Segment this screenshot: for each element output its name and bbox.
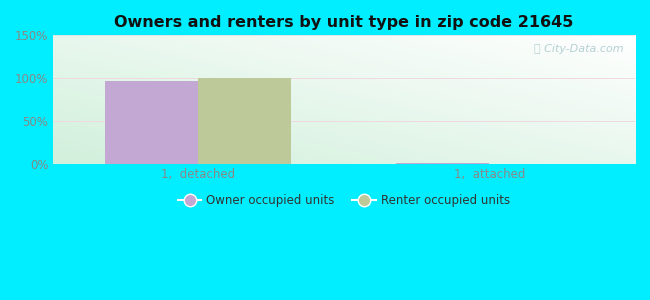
Title: Owners and renters by unit type in zip code 21645: Owners and renters by unit type in zip c… xyxy=(114,15,573,30)
Bar xyxy=(105,81,198,164)
Text: Ⓢ City-Data.com: Ⓢ City-Data.com xyxy=(534,44,623,54)
Legend: Owner occupied units, Renter occupied units: Owner occupied units, Renter occupied un… xyxy=(173,190,514,212)
Bar xyxy=(396,163,489,164)
Bar xyxy=(198,78,291,164)
